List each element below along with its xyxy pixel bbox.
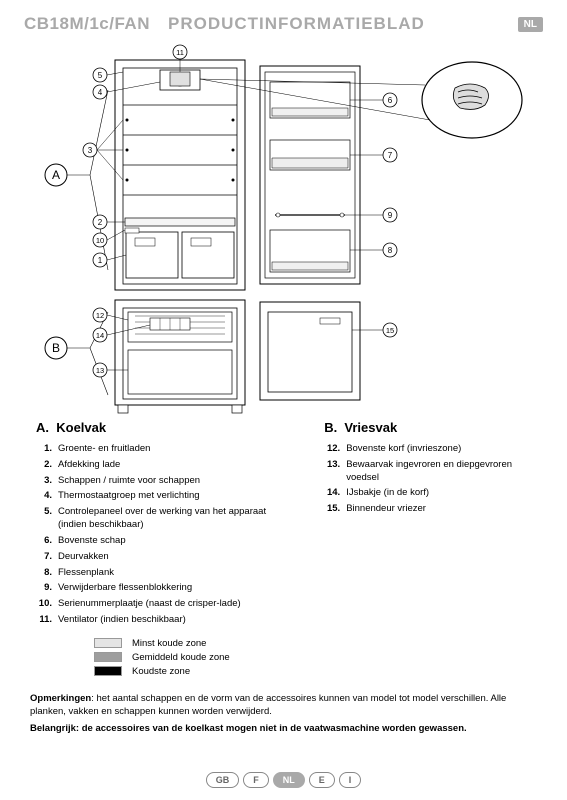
legend-item: 4.Thermostaatgroep met verlichting (36, 490, 284, 503)
legend-item: 3.Schappen / ruimte voor schappen (36, 475, 284, 488)
svg-text:1: 1 (98, 256, 103, 265)
legend-item-text: Thermostaatgroep met verlichting (58, 490, 284, 503)
legend-item-text: Controlepaneel over de werking van het a… (58, 506, 284, 532)
svg-text:11: 11 (176, 48, 184, 57)
zone-swatch (94, 666, 122, 676)
zone-swatch (94, 638, 122, 648)
lang-pill-e[interactable]: E (309, 772, 335, 788)
legend-item-text: Ventilator (indien beschikbaar) (58, 614, 284, 627)
note-important: Belangrijk: de accessoires van de koelka… (30, 722, 537, 735)
legend-item: 2.Afdekking lade (36, 459, 284, 472)
svg-text:9: 9 (388, 211, 393, 220)
legend-item-number: 6. (36, 535, 58, 548)
lang-pill-i[interactable]: I (339, 772, 362, 788)
legend-item-number: 15. (324, 503, 346, 516)
zone-row: Minst koude zone (94, 638, 284, 649)
legend-item-text: Groente- en fruitladen (58, 443, 284, 456)
svg-text:10: 10 (96, 236, 104, 245)
legend-item-number: 11. (36, 614, 58, 627)
svg-text:12: 12 (96, 311, 104, 320)
model-number: CB18M/1c/FAN (24, 14, 150, 34)
legend-item-text: Bovenste schap (58, 535, 284, 548)
zone-row: Gemiddeld koude zone (94, 652, 284, 663)
legend-item-text: Binnendeur vriezer (346, 503, 531, 516)
svg-text:8: 8 (388, 246, 393, 255)
diagram-svg: A B 5 4 3 2 10 1 11 6 7 9 8 12 14 13 15 (0, 40, 567, 420)
header-left: CB18M/1c/FAN PRODUCTINFORMATIEBLAD (24, 14, 425, 34)
svg-text:7: 7 (388, 151, 393, 160)
product-diagram: A B 5 4 3 2 10 1 11 6 7 9 8 12 14 13 15 (0, 40, 567, 420)
legend-item-number: 14. (324, 487, 346, 500)
legend-item-number: 7. (36, 551, 58, 564)
note-remarks: Opmerkingen: het aantal schappen en de v… (30, 692, 537, 719)
legend-item: 12.Bovenste korf (invrieszone) (324, 443, 531, 456)
legend-item-number: 9. (36, 582, 58, 595)
legend-item-text: IJsbakje (in de korf) (346, 487, 531, 500)
legend-item-text: Serienummerplaatje (naast de crisper-lad… (58, 598, 284, 611)
language-badge: NL (518, 17, 543, 32)
legend-item-text: Verwijderbare flessenblokkering (58, 582, 284, 595)
legend-item: 14.IJsbakje (in de korf) (324, 487, 531, 500)
section-b-heading: B. Vriesvak (324, 420, 531, 435)
lang-pill-gb[interactable]: GB (206, 772, 240, 788)
page-header: CB18M/1c/FAN PRODUCTINFORMATIEBLAD NL (0, 0, 567, 40)
legend-item: 11.Ventilator (indien beschikbaar) (36, 614, 284, 627)
legend-item: 13.Bewaarvak ingevroren en diepgevroren … (324, 459, 531, 485)
language-footer: GBFNLEI (0, 772, 567, 788)
section-a-label: A (52, 168, 60, 182)
legend-item-text: Bewaarvak ingevroren en diepgevroren voe… (346, 459, 531, 485)
legend-item-text: Deurvakken (58, 551, 284, 564)
legend-col-a: A. Koelvak 1.Groente- en fruitladen2.Afd… (36, 420, 284, 680)
legend-item-number: 1. (36, 443, 58, 456)
zone-label: Koudste zone (132, 666, 190, 677)
legend-item: 5.Controlepaneel over de werking van het… (36, 506, 284, 532)
legend-item-number: 8. (36, 567, 58, 580)
legend-item-number: 4. (36, 490, 58, 503)
zone-label: Minst koude zone (132, 638, 206, 649)
zone-swatch (94, 652, 122, 662)
legend-item-number: 12. (324, 443, 346, 456)
svg-text:14: 14 (96, 331, 104, 340)
temperature-zones: Minst koude zone Gemiddeld koude zone Koud… (36, 630, 284, 677)
legend-item-number: 13. (324, 459, 346, 485)
legend-item: 8.Flessenplank (36, 567, 284, 580)
svg-text:5: 5 (98, 71, 103, 80)
legend-item-text: Flessenplank (58, 567, 284, 580)
section-a-heading: A. Koelvak (36, 420, 284, 435)
lang-pill-f[interactable]: F (243, 772, 269, 788)
legend-item-number: 5. (36, 506, 58, 532)
legend-item: 9.Verwijderbare flessenblokkering (36, 582, 284, 595)
lang-pill-nl[interactable]: NL (273, 772, 305, 788)
legend-item: 1.Groente- en fruitladen (36, 443, 284, 456)
list-a: 1.Groente- en fruitladen2.Afdekking lade… (36, 443, 284, 627)
zone-row: Koudste zone (94, 666, 284, 677)
legend-item-number: 10. (36, 598, 58, 611)
legend-col-b: B. Vriesvak 12.Bovenste korf (invrieszon… (324, 420, 531, 680)
legend-item: 10.Serienummerplaatje (naast de crisper-… (36, 598, 284, 611)
legend-item-text: Bovenste korf (invrieszone) (346, 443, 531, 456)
legend-item: 7.Deurvakken (36, 551, 284, 564)
notes: Opmerkingen: het aantal schappen en de v… (0, 686, 567, 736)
svg-text:13: 13 (96, 366, 104, 375)
legend-item-text: Schappen / ruimte voor schappen (58, 475, 284, 488)
legend: A. Koelvak 1.Groente- en fruitladen2.Afd… (0, 420, 567, 686)
legend-item: 6.Bovenste schap (36, 535, 284, 548)
legend-item: 15.Binnendeur vriezer (324, 503, 531, 516)
svg-text:6: 6 (388, 96, 393, 105)
svg-text:3: 3 (88, 146, 93, 155)
zone-label: Gemiddeld koude zone (132, 652, 230, 663)
list-b: 12.Bovenste korf (invrieszone)13.Bewaarv… (324, 443, 531, 516)
legend-item-number: 2. (36, 459, 58, 472)
section-b-label: B (52, 341, 60, 355)
svg-text:4: 4 (98, 88, 103, 97)
svg-text:15: 15 (386, 326, 394, 335)
svg-text:2: 2 (98, 218, 103, 227)
page-title: PRODUCTINFORMATIEBLAD (168, 14, 425, 34)
legend-item-text: Afdekking lade (58, 459, 284, 472)
legend-item-number: 3. (36, 475, 58, 488)
